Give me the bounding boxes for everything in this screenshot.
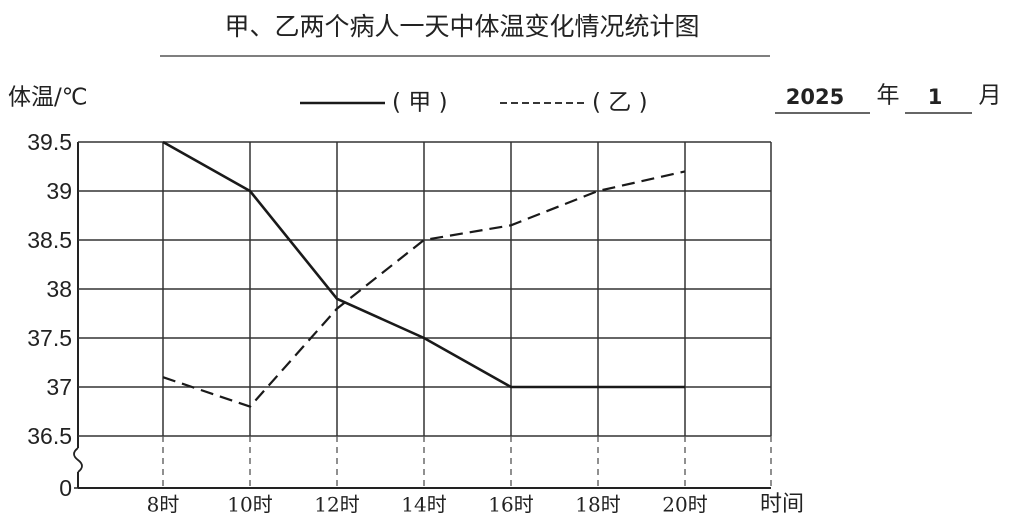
year: 2025 [786, 85, 844, 109]
y-tick-label: 39.5 [27, 129, 72, 155]
series-line [162, 170, 686, 408]
year-unit: 年 [877, 83, 900, 109]
legend-label: ( 甲 ) [392, 90, 448, 116]
x-tick-label: 16时 [488, 493, 533, 517]
series-line [162, 140, 685, 389]
month: 1 [928, 85, 943, 109]
x-tick-label: 12时 [314, 493, 359, 517]
chart-title: 甲、乙两个病人一天中体温变化情况统计图 [224, 12, 699, 41]
x-tick-label: 10时 [227, 493, 272, 517]
x-tick-label: 14时 [401, 493, 446, 517]
y-tick-label: 38 [46, 276, 72, 302]
x-tick-label: 18时 [575, 493, 620, 517]
month-unit: 月 [979, 83, 1002, 109]
y-tick-label: 39 [46, 178, 72, 204]
y-tick-label: 38.5 [27, 227, 72, 253]
legend-label: ( 乙 ) [592, 90, 648, 116]
x-tick-label: 20时 [662, 493, 707, 517]
x-axis-label: 时间 [760, 492, 804, 517]
axis-break [73, 447, 83, 473]
x-tick-label: 8时 [147, 493, 180, 517]
y-tick-label: 37 [46, 374, 72, 400]
y-tick-label: 37.5 [27, 325, 72, 351]
y-axis-label: 体温/℃ [8, 85, 88, 111]
y-tick-label: 36.5 [27, 423, 72, 449]
y-tick-label: 0 [59, 475, 72, 501]
